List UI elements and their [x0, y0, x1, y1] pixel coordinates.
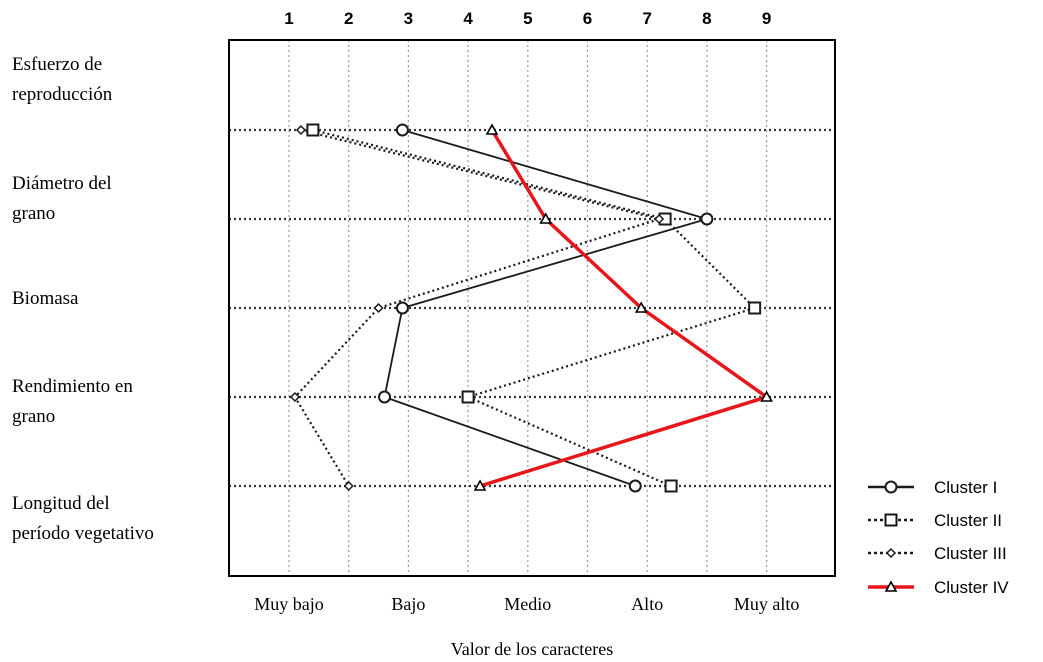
x-axis-title: Valor de los caracteres: [451, 639, 613, 659]
data-point-cluster-iii: [289, 391, 301, 403]
data-point-cluster-iv: [634, 301, 648, 313]
category-label: Esfuerzo de: [12, 54, 102, 75]
x-tick-labels-bottom: Muy bajo Bajo Medio Alto Muy alto: [254, 594, 799, 614]
x-tick-label-top: 6: [583, 9, 592, 28]
data-point-cluster-i: [628, 479, 642, 493]
data-point-cluster-i: [395, 123, 409, 137]
legend-marker: [884, 480, 898, 494]
data-point-cluster-ii: [664, 479, 678, 493]
x-tick-label-bottom: Bajo: [391, 594, 425, 614]
x-tick-label-top: 1: [284, 9, 293, 28]
x-tick-label-bottom: Alto: [631, 594, 663, 614]
legend: Cluster I Cluster II Cluster III Cluster IV: [868, 478, 1009, 597]
category-labels: Esfuerzo de reproducción Diámetro del grano…: [12, 54, 154, 544]
category-label: Diámetro del: [12, 173, 112, 194]
x-tick-label-top: 5: [523, 9, 532, 28]
data-point-cluster-i: [378, 390, 392, 404]
series-markers: [289, 123, 773, 493]
data-point-cluster-iv: [539, 212, 553, 224]
x-tick-label-bottom: Muy bajo: [254, 594, 324, 614]
category-label: Longitud del: [12, 493, 110, 514]
category-label: reproducción: [12, 84, 113, 105]
data-point-cluster-iv: [485, 123, 499, 135]
data-point-cluster-ii: [306, 123, 320, 137]
data-point-cluster-iii: [343, 480, 354, 492]
data-point-cluster-iii: [295, 124, 307, 136]
data-point-cluster-iii: [373, 302, 384, 314]
x-tick-label-top: 7: [642, 9, 651, 28]
x-tick-label-bottom: Muy alto: [734, 594, 800, 614]
x-tick-labels-top: 1 2 3 4 5 6 7 8 9: [284, 9, 771, 28]
legend-marker: [885, 547, 897, 559]
legend-label: Cluster I: [934, 478, 997, 497]
data-point-cluster-i: [700, 212, 714, 226]
x-tick-label-top: 4: [463, 9, 473, 28]
data-point-cluster-iv: [760, 390, 773, 402]
data-point-cluster-ii: [461, 390, 475, 404]
legend-marker: [884, 580, 898, 592]
plot-frame: [228, 39, 836, 577]
series-line-cluster-iii: [293, 128, 664, 487]
data-point-cluster-iii: [654, 213, 665, 225]
x-tick-label-top: 2: [344, 9, 353, 28]
x-tick-label-top: 8: [702, 9, 711, 28]
category-label: grano: [12, 203, 55, 224]
data-point-cluster-ii: [748, 301, 762, 315]
legend-label: Cluster III: [934, 544, 1007, 563]
series-line-cluster-iv: [479, 129, 771, 488]
legend-label: Cluster IV: [934, 578, 1009, 597]
legend-label: Cluster II: [934, 511, 1002, 530]
category-label: Rendimiento en: [12, 376, 133, 397]
category-label: Biomasa: [12, 288, 79, 309]
x-tick-label-top: 3: [404, 9, 413, 28]
data-point-cluster-iv: [473, 479, 487, 491]
legend-marker: [884, 513, 898, 527]
x-tick-label-bottom: Medio: [504, 594, 551, 614]
data-point-cluster-i: [395, 301, 409, 315]
category-label: período vegetativo: [12, 523, 154, 544]
x-tick-label-top: 9: [762, 9, 771, 28]
grid: [229, 40, 835, 576]
category-label: grano: [12, 406, 55, 427]
